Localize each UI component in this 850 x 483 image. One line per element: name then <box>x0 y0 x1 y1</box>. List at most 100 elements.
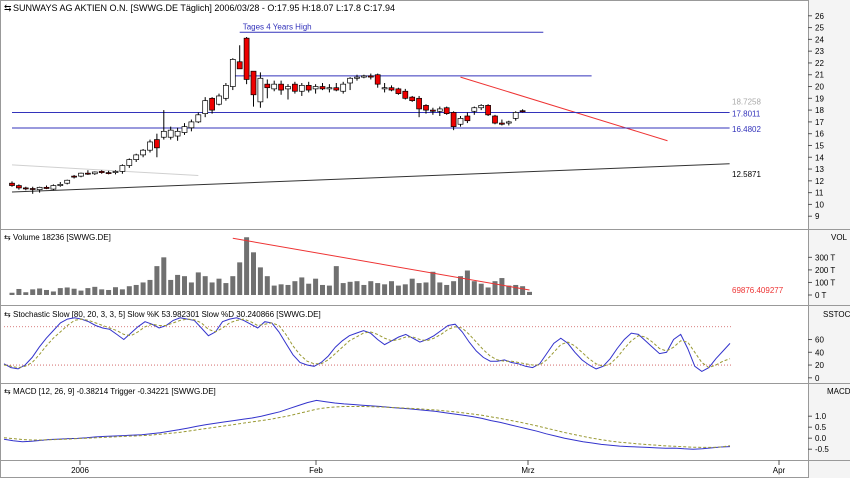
volume-pane-label: VOL <box>831 233 848 242</box>
candle-body <box>512 112 519 119</box>
candle-body <box>388 87 395 91</box>
volume-bar <box>368 281 374 295</box>
volume-bar <box>478 283 484 295</box>
candle-body <box>374 74 381 85</box>
price-value-labels: Tages 4 Years High 17.8011 16.4802 18.7258 1… <box>243 22 762 179</box>
candle-body <box>505 121 512 124</box>
macd-tick-label: 0.0 <box>815 434 827 443</box>
candle-body <box>312 86 319 90</box>
volume-bar <box>485 287 491 295</box>
stochastic-pane[interactable]: ⇆ Stochastic Slow [80, 20, 3, 3, 5] Slow… <box>3 310 850 383</box>
candle-body <box>181 126 188 133</box>
price-tick-label: 15 <box>815 141 824 150</box>
candle-body <box>167 129 174 138</box>
candle-body <box>478 105 485 109</box>
candle-body <box>416 97 422 110</box>
price-tick-label: 11 <box>815 189 824 198</box>
candle-body <box>236 61 243 70</box>
stochastic-tick-label: 40 <box>815 348 824 357</box>
price-tick-label: 22 <box>815 59 824 68</box>
candle-body <box>395 88 402 94</box>
price-value-label: 18.7258 <box>732 98 761 107</box>
candle-body <box>216 95 222 105</box>
price-tick-label: 19 <box>815 94 824 103</box>
stochastic-tick-label: 60 <box>815 336 824 345</box>
candle-body <box>436 108 443 112</box>
volume-bar <box>126 286 132 295</box>
volume-bar <box>430 271 436 295</box>
candle-body <box>361 75 367 78</box>
macd-pane[interactable]: ⇆ MACD [12, 26, 9] -0.38214 Trigger -0.3… <box>3 387 850 454</box>
volume-bar <box>527 291 532 295</box>
time-tick-label: Apr <box>773 466 786 475</box>
price-tick-label: 21 <box>815 71 824 80</box>
candle-body <box>285 86 291 90</box>
price-tick-label: 25 <box>815 24 824 33</box>
candle-body <box>64 179 71 184</box>
candle-body <box>229 59 236 87</box>
price-tick-label: 18 <box>815 106 824 115</box>
stochastic-tick-label: 20 <box>815 361 824 370</box>
stochastic-pane-label: SSTOC <box>823 310 850 319</box>
volume-bar <box>361 284 367 295</box>
volume-bar <box>57 288 63 295</box>
candle-body <box>347 77 353 84</box>
volume-bar <box>402 284 408 295</box>
stochastic-k-line <box>3 317 731 372</box>
candle-body <box>85 172 91 175</box>
volume-bar <box>306 283 312 295</box>
volume-trend-value-label: 69876.409277 <box>732 286 784 295</box>
candle-body <box>112 171 119 173</box>
volume-bar <box>340 283 346 295</box>
volume-bar <box>50 291 56 295</box>
candle-body <box>271 83 278 90</box>
candle-body <box>209 97 215 111</box>
price-tick-label: 26 <box>815 12 824 21</box>
volume-bar <box>437 282 443 295</box>
stochastic-axis: 0 20 40 60 <box>808 336 824 383</box>
volume-bar <box>133 284 139 295</box>
volume-bar <box>395 285 401 295</box>
volume-pane[interactable]: ⇆ Volume 18236 [SWWG.DE] VOL 69876.40927… <box>4 233 848 300</box>
candle-body <box>154 139 160 149</box>
volume-bar <box>23 292 29 295</box>
candle-body <box>140 149 146 156</box>
volume-bar <box>313 278 319 295</box>
volume-bar <box>326 285 332 295</box>
volume-bar <box>499 278 505 295</box>
volume-bar <box>444 284 450 295</box>
price-pane[interactable]: 9 10 11 12 13 14 15 16 17 18 19 20 21 22 23 24 25 26 Tage… <box>4 3 824 221</box>
volume-bar <box>382 284 388 295</box>
stochastic-lines <box>3 317 732 372</box>
candle-body <box>36 186 43 191</box>
chart-title: SUNWAYS AG AKTIEN O.N. [SWWG.DE Täglich]… <box>13 3 395 13</box>
candle-body <box>160 130 167 138</box>
candle-body <box>105 172 112 174</box>
volume-bar <box>271 285 277 295</box>
candle-body <box>29 188 36 190</box>
price-axis: 9 10 11 12 13 14 15 16 17 18 19 20 21 22 23 24 25 26 <box>808 12 824 221</box>
macd-lines <box>3 399 731 450</box>
candle-body <box>305 84 312 91</box>
four-year-high-label: Tages 4 Years High <box>243 22 312 31</box>
volume-bar <box>347 281 353 295</box>
chart-title-icon: ⇆ <box>4 3 12 13</box>
volume-bar <box>416 283 422 295</box>
candle-body <box>423 105 429 111</box>
candle-body <box>119 165 126 172</box>
price-tick-label: 17 <box>815 118 824 127</box>
time-tick-label: 2006 <box>71 466 89 475</box>
volume-bar <box>92 286 98 295</box>
macd-pane-label: MACD <box>827 387 850 396</box>
candle-body <box>381 87 388 90</box>
candle-body <box>147 141 153 151</box>
volume-bar <box>64 287 70 295</box>
volume-bar <box>451 281 457 295</box>
volume-bar <box>492 281 498 295</box>
price-tick-label: 12 <box>815 177 824 186</box>
candle-body <box>471 107 478 112</box>
stochastic-d-line <box>3 318 731 369</box>
candle-body <box>98 171 105 173</box>
volume-bar <box>251 252 256 295</box>
